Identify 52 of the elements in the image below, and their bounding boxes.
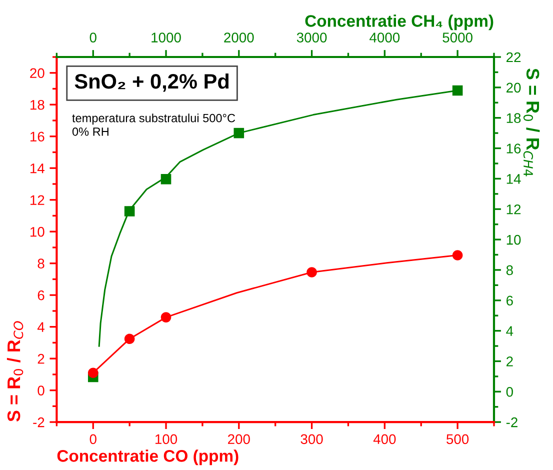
y-tick-label: 14: [506, 174, 521, 184]
y-tick-label: 6: [506, 296, 513, 306]
y-tick-label: 20: [30, 68, 44, 78]
point: [452, 250, 463, 260]
annotation: temperatura substratului 500°C 0% RH: [72, 114, 236, 136]
point: [160, 174, 172, 184]
x-tick-label: 2000: [224, 32, 254, 42]
x-tick-label: 5000: [442, 32, 472, 42]
point: [124, 206, 135, 216]
point: [452, 85, 463, 96]
x-tick-label: 300: [300, 434, 323, 444]
y-tick-label: 0: [506, 386, 513, 397]
point: [234, 128, 244, 138]
x-tick-label: 100: [155, 434, 178, 444]
x-tick-label: 500: [446, 434, 469, 444]
y-tick-label: 16: [30, 132, 44, 142]
x-tick-label: 4000: [370, 32, 400, 42]
y-tick-label: 8: [506, 265, 513, 276]
x-tick-label: 200: [228, 434, 250, 444]
y-tick-label: 20: [506, 82, 521, 93]
y-tick-label: 12: [506, 204, 521, 214]
annotation: SnO₂ + 0,2% Pd: [74, 73, 229, 92]
x-axis-title: Concentratie CO (ppm): [57, 450, 238, 466]
y-tick-label: 0: [38, 386, 44, 396]
y-tick-label: 22: [506, 52, 521, 62]
x-tick-label: 1000: [152, 32, 181, 42]
y-tick-label: 18: [30, 100, 44, 110]
x-tick-label: 3000: [296, 32, 327, 42]
x-tick-label: 0: [90, 32, 96, 42]
point: [124, 334, 135, 344]
y-tick-label: 2: [506, 356, 513, 366]
point: [88, 368, 98, 378]
y-axis-title: S = R$_{0}$ / R$_{CH4}$: [523, 68, 540, 176]
y-tick-label: 10: [506, 234, 521, 245]
point: [160, 312, 172, 322]
x-tick-label: 0: [90, 434, 96, 444]
point: [306, 267, 317, 278]
x-tick-label: 400: [373, 434, 396, 444]
y-tick-label: 10: [30, 226, 44, 237]
y-tick-label: 12: [30, 195, 44, 205]
y-tick-label: 2: [38, 354, 44, 364]
y-tick-label: 16: [506, 144, 521, 154]
y-tick-label: 18: [506, 113, 521, 124]
y-tick-label: 14: [30, 164, 44, 174]
y-tick-label: -2: [33, 417, 44, 428]
y-tick-label: -2: [506, 417, 518, 428]
y-tick-label: 6: [38, 290, 44, 300]
y-tick-label: 4: [506, 326, 514, 336]
y-axis-title: S = R$_{0}$ / R$_{CO}$: [6, 321, 24, 422]
x-axis-title: Concentratie CH₄ (ppm): [305, 14, 494, 30]
y-tick-label: 4: [37, 322, 44, 332]
y-tick-label: 8: [38, 258, 44, 269]
